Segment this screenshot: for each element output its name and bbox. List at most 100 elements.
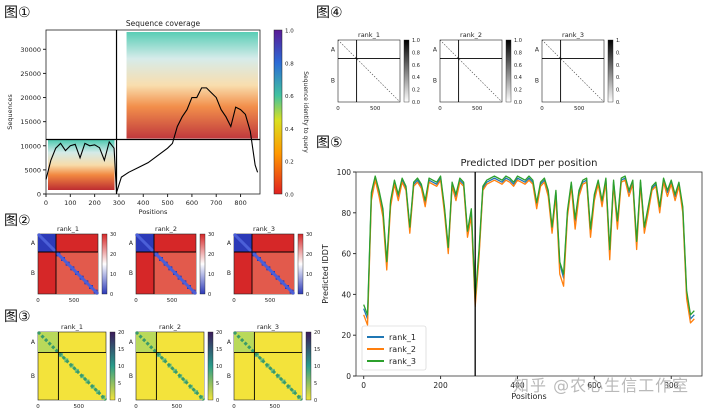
panel-title-rank_2: rank_2 [460, 31, 482, 39]
colorbar-tick-label: 1.0 [514, 38, 522, 44]
x-tick-label: 600 [186, 199, 198, 207]
matrix-diagonal [36, 330, 108, 402]
panel-title-rank_1: rank_1 [61, 323, 83, 331]
colorbar-tick-label: 30 [110, 232, 116, 238]
colorbar-tick-label: 10 [216, 364, 222, 370]
x-tick-label: 0 [540, 106, 544, 112]
colorbar-rank_1 [403, 39, 410, 103]
colorbar-tick-label: 1.0 [616, 38, 620, 44]
colorbar-tick-label: 0.6 [285, 94, 294, 100]
colorbar-tick-label: 0.8 [616, 50, 620, 56]
colorbar-tick-label: 0.6 [616, 63, 620, 69]
sub-domain [292, 390, 297, 395]
colorbar-tick-label: 0.6 [412, 63, 420, 69]
domain-label-a: A [331, 46, 336, 53]
colorbar-tick-label: 15 [314, 347, 320, 353]
x-tick-label: 0 [36, 298, 40, 304]
panel-title-rank_1: rank_1 [57, 225, 79, 233]
colorbar-tick-label: 30 [208, 232, 214, 238]
y-tick-label: 25000 [20, 70, 41, 78]
colorbar-tick-label: 10 [306, 272, 312, 278]
matrix-diagonal [232, 330, 304, 402]
x-tick-label: 500 [172, 404, 183, 410]
sub-domain [96, 390, 101, 395]
panel-title-rank_2: rank_2 [155, 225, 177, 233]
colorbar-tick-label: 20 [216, 330, 222, 336]
colorbar-label: Sequence identity to query [302, 71, 309, 153]
colorbar-rank_3 [305, 331, 312, 401]
pae-maps: rank_1 A B 0 500 30 20 10 0 rank_2 A B 0 500 30 20 10 0 ra… [31, 225, 313, 304]
domain-label-a: A [535, 46, 540, 53]
domain-label-a: A [31, 339, 36, 346]
series-line-rank_3 [363, 175, 695, 316]
colorbar-tick-label: 0.4 [412, 75, 420, 81]
colorbar-tick-label: 10 [110, 272, 116, 278]
domain-label-b: B [31, 373, 35, 380]
y-tick-label: 80 [341, 209, 351, 218]
matrix-diagonal [134, 330, 206, 402]
colorbar-tick-label: 20 [306, 252, 312, 258]
colorbar-tick-label: 1.0 [285, 29, 294, 35]
colorbar-rank_2 [207, 331, 214, 401]
colorbar-tick-label: 0 [216, 398, 219, 404]
panel-label-1: 图① [4, 5, 31, 21]
colorbar-tick-label: 0.4 [514, 75, 522, 81]
colorbar-rank_1 [109, 331, 116, 401]
y-tick-label: 15000 [20, 118, 41, 126]
coverage-fill-domain-a [48, 139, 115, 190]
colorbar-tick-label: 0.0 [285, 193, 294, 199]
x-tick-label: 500 [270, 404, 281, 410]
colorbar-tick-label: 0.8 [285, 61, 294, 67]
x-tick-label: 500 [74, 404, 85, 410]
colorbar-tick-label: 0 [306, 292, 309, 298]
domain-label-a: A [129, 240, 134, 247]
domain-label-b: B [227, 373, 231, 380]
domain-label-b: B [535, 77, 539, 84]
panel-label-4: 图④ [316, 5, 343, 21]
colorbar-rank_2 [505, 39, 512, 103]
x-tick-label: 800 [664, 381, 679, 390]
colorbar-tick-label: 0 [110, 292, 113, 298]
colorbar-tick-label: 15 [118, 347, 124, 353]
legend-label-rank_2: rank_2 [389, 345, 416, 354]
x-tick-label: 0 [361, 381, 366, 390]
domain-label-a: A [433, 46, 438, 53]
coverage-fill-domain-b [126, 32, 258, 139]
x-tick-label: 0 [134, 404, 138, 410]
colorbar-tick-label: 30 [306, 232, 312, 238]
x-tick-label: 500 [370, 106, 381, 112]
panel-label-5: 图⑤ [316, 135, 343, 151]
domain-label-a: A [129, 339, 134, 346]
plddt-ylabel: Predicted lDDT [321, 244, 330, 304]
x-tick-label: 500 [472, 106, 483, 112]
x-tick-label: 500 [265, 298, 276, 304]
x-tick-label: 0 [44, 199, 48, 207]
x-tick-label: 200 [88, 199, 100, 207]
y-tick-label: 0 [37, 191, 41, 199]
colorbar-tick-label: 20 [110, 252, 116, 258]
plddt-xlabel: Positions [511, 392, 546, 401]
domain-label-b: B [129, 270, 133, 277]
x-tick-label: 700 [210, 199, 222, 207]
x-tick-label: 0 [438, 106, 442, 112]
colorbar-tick-label: 10 [118, 364, 124, 370]
colorbar-tick-label: 20 [314, 330, 320, 336]
watermark: 知乎 @农心生信工作室 [513, 376, 690, 395]
colorbar-tick-label: 0.0 [616, 100, 620, 106]
domain-label-b: B [31, 270, 35, 277]
matrix-diagonal [541, 39, 605, 103]
colorbar-tick-label: 0.0 [412, 100, 420, 106]
identity-colorbar [273, 29, 283, 195]
colorbar-tick-label: 10 [208, 272, 214, 278]
x-tick-label: 500 [574, 106, 585, 112]
domain-label-b: B [331, 77, 335, 84]
matrix-diagonal [439, 39, 503, 103]
sub-domain [281, 379, 286, 384]
colorbar-tick-label: 0 [314, 398, 317, 404]
coverage-xlabel: Positions [139, 208, 168, 216]
colorbar-tick-label: 20 [208, 252, 214, 258]
y-tick-label: 20000 [20, 94, 41, 102]
x-tick-label: 400 [137, 199, 149, 207]
